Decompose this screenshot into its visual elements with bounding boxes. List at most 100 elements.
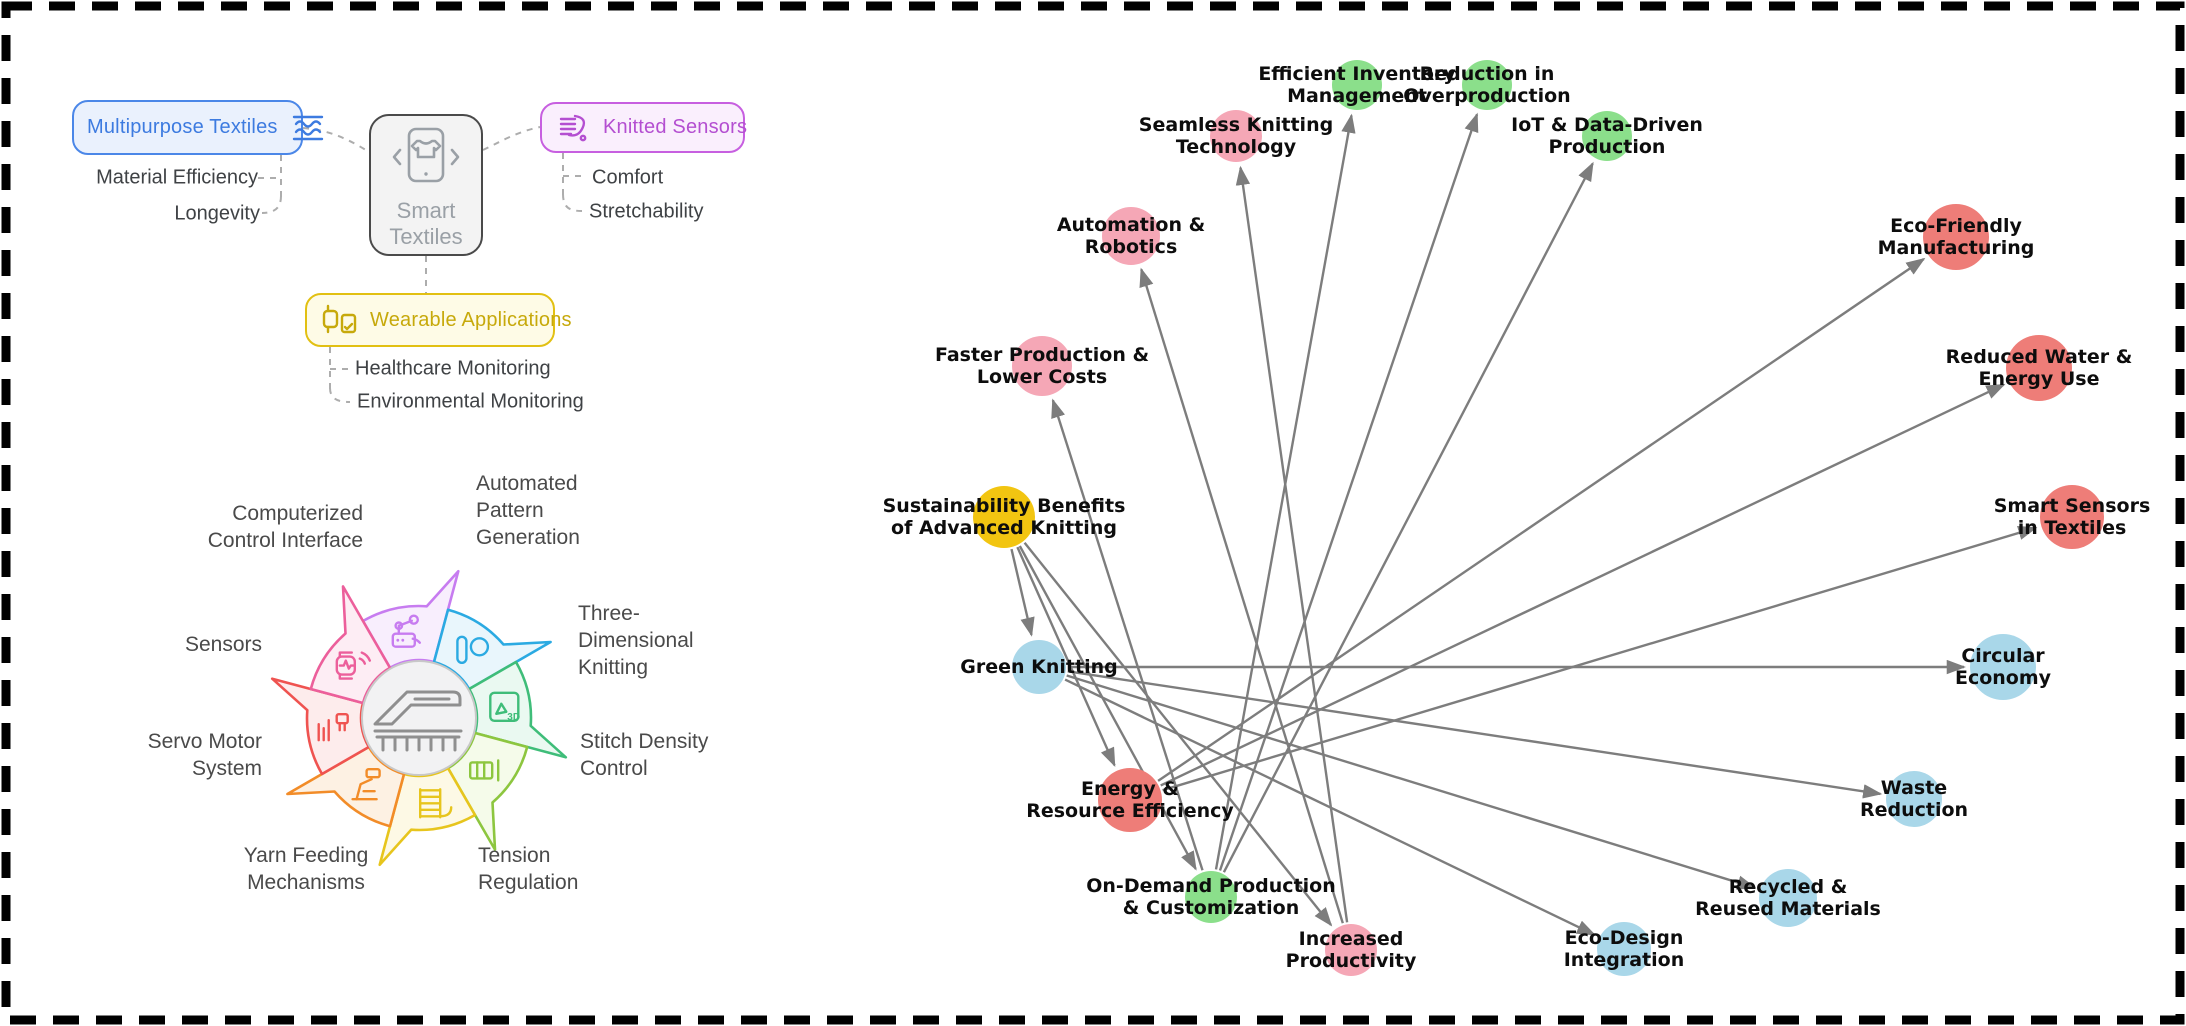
network-node-label-productivity: Increased Productivity xyxy=(1285,928,1417,972)
sublabel-material-efficiency: Material Efficiency xyxy=(96,166,258,189)
smartwatch-device-icon xyxy=(322,304,357,334)
robot-arm-icon xyxy=(391,614,421,648)
network-node-inventory xyxy=(1332,60,1382,110)
network-edge-energy-to-water xyxy=(1160,383,2006,787)
network-node-faster xyxy=(1012,336,1072,396)
network-node-recycled xyxy=(1759,869,1817,927)
multipurpose-textiles-label: Multipurpose Textiles xyxy=(87,116,278,138)
network-node-circular xyxy=(1970,634,2036,700)
servo-signal-icon xyxy=(317,713,349,742)
network-node-automation xyxy=(1102,207,1160,265)
network-node-water xyxy=(2006,335,2072,401)
wheel-segment-label: Tension xyxy=(478,844,550,867)
network-node-ondemand xyxy=(1185,871,1237,923)
network-node-label-ondemand: On-Demand Production & Customization xyxy=(1086,875,1336,919)
network-edge-sustainability-to-energy xyxy=(1016,546,1116,768)
wheel-segment-label: Yarn Feeding xyxy=(244,844,369,867)
network-node-label-iot: IoT & Data-Driven Production xyxy=(1511,114,1703,158)
network-node-label-water: Reduced Water & Energy Use xyxy=(1945,346,2133,390)
network-node-ecofriendly xyxy=(1923,204,1989,270)
wheel-segment-label: Mechanisms xyxy=(247,871,365,894)
wheel-segment-label: System xyxy=(192,757,262,780)
wheel-segment-label: Knitting xyxy=(578,656,648,679)
network-node-iot xyxy=(1582,111,1632,161)
network-node-label-seamless: Seamless Knitting Technology xyxy=(1138,114,1334,158)
network-node-label-energy: Energy & Resource Efficiency xyxy=(1026,778,1234,822)
network-edge-ondemand-to-inventory xyxy=(1214,113,1356,870)
network-node-label-faster: Faster Production & Lower Costs xyxy=(934,344,1150,388)
network-edge-ondemand-to-overproduction xyxy=(1218,112,1479,871)
wheel-center-circle xyxy=(361,660,477,776)
network-node-label-sustainability: Sustainability Benefits of Advanced Knit… xyxy=(882,495,1126,539)
smart-textiles-label: Smart Textiles xyxy=(389,198,463,249)
wheel-segment-label: Pattern xyxy=(476,499,544,522)
network-node-label-automation: Automation & Robotics xyxy=(1056,214,1206,258)
yarn-hook-icon xyxy=(559,114,587,141)
wearable-applications-label: Wearable Applications xyxy=(370,308,572,331)
network-node-label-ecodesign: Eco-Design Integration xyxy=(1563,927,1685,971)
sublabel-longevity: Longevity xyxy=(174,202,260,225)
network-node-seamless xyxy=(1210,110,1262,162)
network-edges xyxy=(1010,112,2038,936)
knitting-machine-wheel: Computerized Control Interface Automated Pa… xyxy=(148,472,709,894)
network-edge-greenknitting-to-waste xyxy=(1067,670,1883,799)
mindmap-connectors xyxy=(258,126,585,403)
wheel-segment-label: Stitch Density xyxy=(580,730,709,753)
wheel-segment-label: Computerized xyxy=(232,502,363,525)
network-node-productivity xyxy=(1325,924,1377,976)
density-bars-icon xyxy=(469,759,500,782)
smartwatch-wifi-icon xyxy=(335,651,371,680)
network-node-sustainability xyxy=(973,486,1035,548)
network-node-sensors xyxy=(2040,485,2104,549)
3d-printer-icon: 3D xyxy=(489,691,520,723)
network-node-label-sensors: Smart Sensors in Textiles xyxy=(1993,495,2151,539)
network-node-ecodesign xyxy=(1597,922,1651,976)
network-edge-productivity-to-seamless xyxy=(1235,165,1349,923)
wheel-segment-label: Regulation xyxy=(478,871,578,894)
wheel-segment-label: Automated xyxy=(476,472,578,495)
wheel-segment-label: Generation xyxy=(476,526,580,549)
wheel-segment-label: Control Interface xyxy=(208,529,363,552)
network-node-energy xyxy=(1098,768,1162,832)
mindmap-center-smart-textiles: Smart Textiles xyxy=(369,114,483,256)
network-node-label-ecofriendly: Eco-Friendly Manufacturing xyxy=(1877,215,2035,259)
network-node-label-greenknitting: Green Knitting xyxy=(960,656,1118,678)
network-node-label-recycled: Recycled & Reused Materials xyxy=(1695,876,1881,920)
network-edge-energy-to-sensors xyxy=(1162,525,2038,792)
network-node-label-inventory: Efficient Inventory Management xyxy=(1258,63,1456,107)
sublabel-healthcare-monitoring: Healthcare Monitoring xyxy=(355,357,551,380)
knitting-machine-icon xyxy=(373,690,463,752)
smart-textiles-phone-shirt-icon xyxy=(392,127,460,183)
network-node-label-waste: Waste Reduction xyxy=(1859,777,1969,821)
network-node-overproduction xyxy=(1462,60,1512,110)
network-edge-productivity-to-automation xyxy=(1139,267,1344,924)
network-edge-ondemand-to-iot xyxy=(1222,161,1594,873)
yarn-feeder-icon xyxy=(351,768,381,801)
thread-spool-icon xyxy=(419,788,453,819)
pattern-shapes-icon xyxy=(456,635,490,664)
network-node-greenknitting xyxy=(1012,640,1066,694)
network-node-label-overproduction: Reduction in Overproduction xyxy=(1403,63,1571,107)
network-edge-ondemand-to-faster xyxy=(1051,398,1204,871)
loom-fabric-icon xyxy=(292,115,323,140)
svg-text:3D: 3D xyxy=(507,712,520,723)
wheel-segment-label: Servo Motor xyxy=(148,730,262,753)
network-edge-energy-to-ecofriendly xyxy=(1157,257,1926,782)
wheel-segment-label: Three- xyxy=(578,602,640,625)
wheel-segment-label: Control xyxy=(580,757,648,780)
network-edge-greenknitting-to-recycled xyxy=(1066,674,1757,890)
network-edge-sustainability-to-ondemand xyxy=(1018,545,1197,871)
network-edge-sustainability-to-greenknitting xyxy=(1010,548,1035,637)
mindmap-box-knitted-sensors: Knitted Sensors xyxy=(540,102,748,153)
wheel-segment-label: Sensors xyxy=(185,633,262,656)
mindmap-box-wearable-applications: Wearable Applications xyxy=(305,293,572,347)
sublabel-environmental-monitoring: Environmental Monitoring xyxy=(357,390,584,413)
network-node-waste xyxy=(1886,771,1942,827)
knitted-sensors-label: Knitted Sensors xyxy=(603,116,748,138)
wheel-segment-label: Dimensional xyxy=(578,629,694,652)
sublabel-comfort: Comfort xyxy=(592,166,664,189)
network-node-label-circular: Circular Economy xyxy=(1954,645,2052,689)
